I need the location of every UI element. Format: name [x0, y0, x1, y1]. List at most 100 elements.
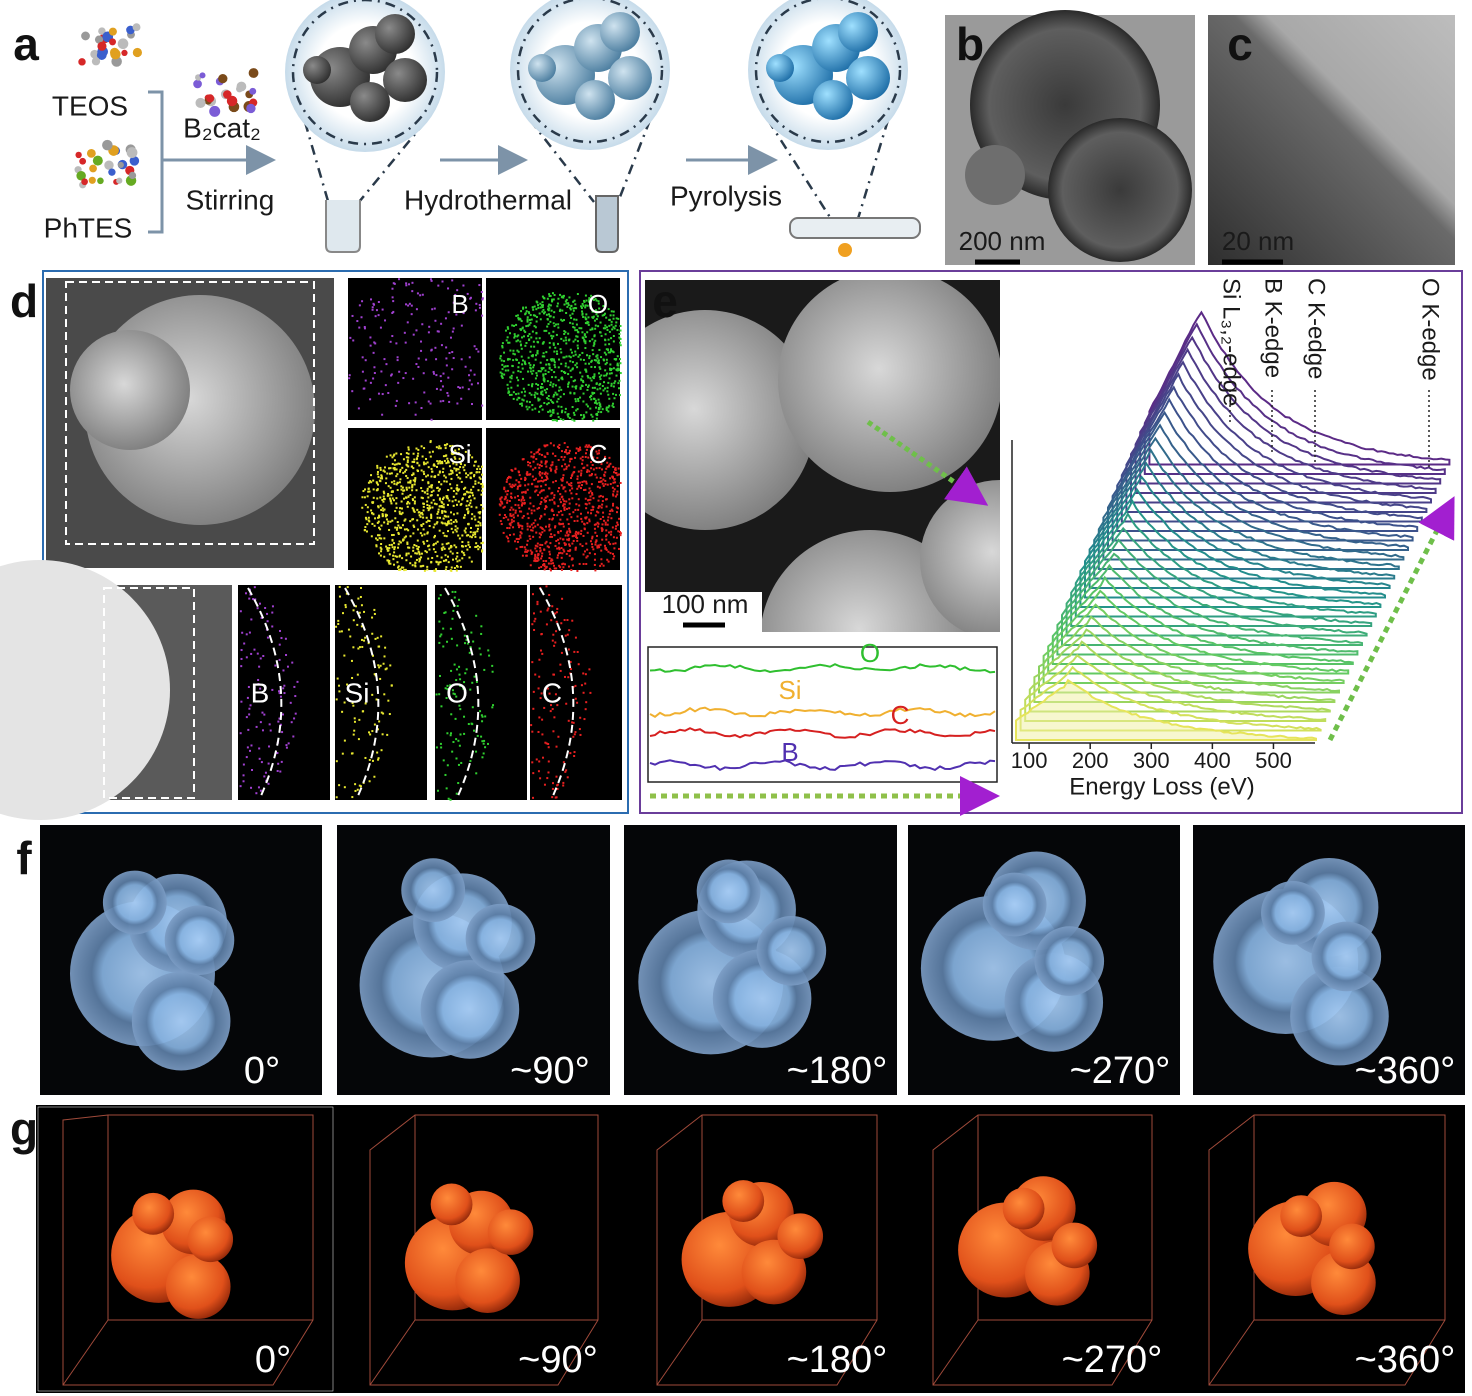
map-dot — [534, 560, 537, 563]
map-dot — [537, 370, 540, 373]
map-dot — [604, 387, 607, 390]
map-dot — [377, 314, 380, 317]
map-dot — [598, 486, 601, 489]
map-dot — [583, 299, 586, 302]
map-dot — [431, 470, 434, 473]
map-dot — [606, 372, 609, 375]
map-dot — [387, 549, 390, 552]
map-dot — [610, 349, 613, 352]
map-dot — [480, 632, 483, 635]
map-dot — [517, 524, 520, 527]
map-dot — [516, 376, 519, 379]
map-dot — [560, 547, 563, 550]
map-dot — [421, 293, 424, 296]
map-dot — [480, 714, 483, 717]
map-dot — [582, 304, 585, 307]
map-dot — [239, 785, 242, 788]
map-dot — [455, 546, 458, 549]
map-dot — [595, 318, 598, 321]
map-dot — [519, 318, 522, 321]
map-dot — [590, 413, 593, 416]
atom — [206, 94, 215, 103]
map-dot — [457, 534, 460, 537]
map-dot — [526, 318, 529, 321]
map-dot — [442, 506, 445, 509]
map-dot — [421, 323, 424, 326]
map-dot — [540, 304, 543, 307]
atom — [128, 171, 137, 180]
map-dot — [529, 350, 532, 353]
map-dot — [507, 540, 510, 543]
map-dot — [508, 527, 511, 530]
map-dot — [528, 473, 531, 476]
map-dot — [529, 366, 532, 369]
map-dot — [534, 547, 537, 550]
map-dot — [575, 534, 578, 537]
map-dot — [545, 460, 548, 463]
map-dot — [563, 675, 566, 678]
map-dot — [415, 489, 418, 492]
map-dot — [370, 481, 373, 484]
map-dot — [531, 383, 534, 386]
map-dot — [524, 491, 527, 494]
map-dot — [378, 516, 381, 519]
particle — [575, 80, 615, 120]
map-dot — [544, 542, 547, 545]
atom — [89, 164, 97, 173]
angle-label: 0° — [244, 1050, 280, 1092]
map-dot — [375, 698, 378, 701]
map-dot — [373, 775, 376, 778]
map-dot — [526, 539, 529, 542]
map-dot — [392, 563, 395, 566]
map-dot — [435, 522, 438, 525]
map-dot — [579, 532, 582, 535]
map-dot — [370, 535, 373, 538]
profile-line — [649, 663, 996, 674]
map-dot — [479, 653, 482, 656]
map-dot — [581, 302, 584, 305]
map-dot — [510, 374, 513, 377]
map-dot — [584, 445, 587, 448]
map-dot — [590, 473, 593, 476]
map-dot — [412, 549, 415, 552]
map-dot — [400, 485, 403, 488]
map-dot — [581, 313, 584, 316]
profile-label: C — [891, 700, 910, 730]
map-dot — [590, 446, 593, 449]
map-dot — [356, 623, 359, 626]
map-dot — [499, 520, 502, 523]
map-dot — [452, 504, 455, 507]
map-dot — [610, 384, 613, 387]
map-dot — [498, 503, 501, 506]
map-dot — [562, 294, 565, 297]
map-dot — [557, 546, 560, 549]
map-dot — [516, 335, 519, 338]
map-dot — [437, 330, 440, 333]
particle — [846, 56, 890, 100]
map-dot — [526, 522, 529, 525]
map-dot — [412, 377, 415, 380]
map-dot — [390, 502, 393, 505]
map-dot — [395, 468, 398, 471]
map-dot — [387, 520, 390, 523]
map-dot — [257, 786, 260, 789]
map-dot — [556, 305, 559, 308]
map-dot — [446, 688, 449, 691]
map-dot — [599, 518, 602, 521]
map-dot — [443, 510, 446, 513]
map-dot — [572, 326, 575, 329]
map-dot — [562, 458, 565, 461]
map-dot — [469, 472, 472, 475]
map-dot — [542, 373, 545, 376]
map-dot — [349, 336, 352, 339]
map-dot — [428, 548, 431, 551]
map-dot — [452, 490, 455, 493]
map-dot — [616, 493, 619, 496]
map-dot — [583, 718, 586, 721]
map-dot — [589, 691, 592, 694]
map-dot — [383, 508, 386, 511]
map-dot — [553, 393, 556, 396]
atom — [79, 157, 87, 165]
map-dot — [532, 308, 535, 311]
map-dot — [380, 537, 383, 540]
